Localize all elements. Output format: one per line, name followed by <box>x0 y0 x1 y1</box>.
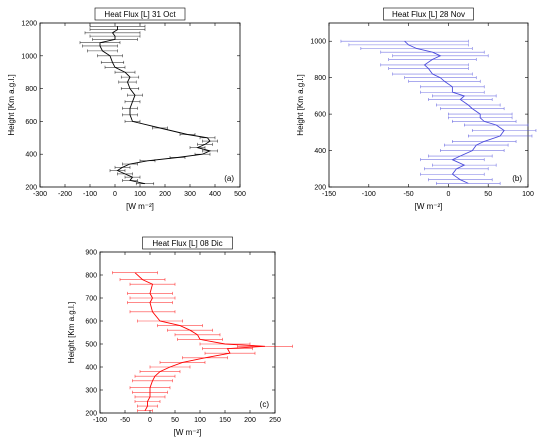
x-tick-label: 0 <box>148 417 152 424</box>
x-tick-label: 0 <box>446 191 450 198</box>
y-tick-label: 400 <box>85 365 97 372</box>
x-tick-label: 250 <box>269 417 281 424</box>
y-axis-label: Height [Km a.g.l.] <box>67 302 76 363</box>
chart-panel-3: -100 -50 0 50 100 150 200 250 200 300 400 500 600 700… <box>67 236 293 437</box>
y-tick-label: 1000 <box>21 53 37 60</box>
y-tick-label: 1000 <box>310 39 326 46</box>
x-tick-label: 200 <box>159 191 171 198</box>
y-tick-label: 400 <box>25 152 37 159</box>
chart-title-box <box>142 236 233 250</box>
x-axis-label: [W m⁻²] <box>126 202 154 211</box>
y-tick-label: 800 <box>314 75 326 82</box>
y-tick-label: 200 <box>25 185 37 192</box>
y-tick-label: 600 <box>85 319 97 326</box>
x-tick-label: 300 <box>184 191 196 198</box>
y-tick-label: 800 <box>85 273 97 280</box>
y-tick-label: 500 <box>85 342 97 349</box>
x-tick-label: 100 <box>194 417 206 424</box>
x-tick-label: -100 <box>362 191 376 198</box>
panel-label: (b) <box>512 174 522 183</box>
x-tick-label: -50 <box>404 191 414 198</box>
y-tick-label: 300 <box>85 388 97 395</box>
x-tick-label: -100 <box>93 417 107 424</box>
series-line <box>134 272 266 411</box>
chart-title: Heat Flux [L] 08 Dic <box>152 239 222 248</box>
y-tick-label: 600 <box>25 119 37 126</box>
y-tick-label: 600 <box>314 112 326 119</box>
y-tick-label: 900 <box>85 250 97 257</box>
plot-frame <box>99 251 276 414</box>
x-tick-label: 400 <box>209 191 221 198</box>
x-tick-label: 50 <box>171 417 179 424</box>
panel-label: (c) <box>260 400 270 409</box>
chart-title-box <box>94 7 186 21</box>
x-tick-label: 0 <box>113 191 117 198</box>
x-tick-label: -300 <box>33 191 47 198</box>
x-tick-label: -100 <box>83 191 97 198</box>
series-line <box>404 40 505 184</box>
x-axis-label: [W m⁻²] <box>415 202 443 211</box>
x-tick-label: 50 <box>484 191 492 198</box>
y-tick-label: 800 <box>25 86 37 93</box>
x-axis-label: [W m⁻²] <box>174 428 202 437</box>
y-tick-label: 200 <box>314 185 326 192</box>
series-line <box>99 26 212 185</box>
chart-panel-1: -300 -200 -100 0 100 200 300 400 500 200 400 600 800… <box>7 7 246 211</box>
x-tick-label: -200 <box>58 191 72 198</box>
y-tick-label: 700 <box>85 296 97 303</box>
y-axis-label: Height [Km a.g.l.] <box>296 74 305 135</box>
x-tick-label: 100 <box>134 191 146 198</box>
chart-title: Heat Flux [L] 28 Nov <box>392 10 465 19</box>
x-tick-label: -150 <box>322 191 336 198</box>
chart-title: Heat Flux [L] 31 Oct <box>104 10 176 19</box>
chart-panel-2: -150 -100 -50 0 50 100 200 400 600 800 1000 [W m⁻²]… <box>296 7 537 211</box>
x-tick-label: 150 <box>219 417 231 424</box>
y-tick-label: 1200 <box>21 21 37 28</box>
y-tick-label: 200 <box>85 411 97 418</box>
chart-title-box <box>383 7 474 21</box>
y-axis-label: Height [Km a.g.l.] <box>7 74 16 135</box>
x-tick-label: 200 <box>244 417 256 424</box>
plot-frame <box>328 22 529 188</box>
panel-label: (a) <box>224 174 234 183</box>
x-tick-label: 100 <box>522 191 534 198</box>
x-tick-label: -50 <box>120 417 130 424</box>
x-tick-label: 500 <box>234 191 246 198</box>
y-tick-label: 400 <box>314 148 326 155</box>
